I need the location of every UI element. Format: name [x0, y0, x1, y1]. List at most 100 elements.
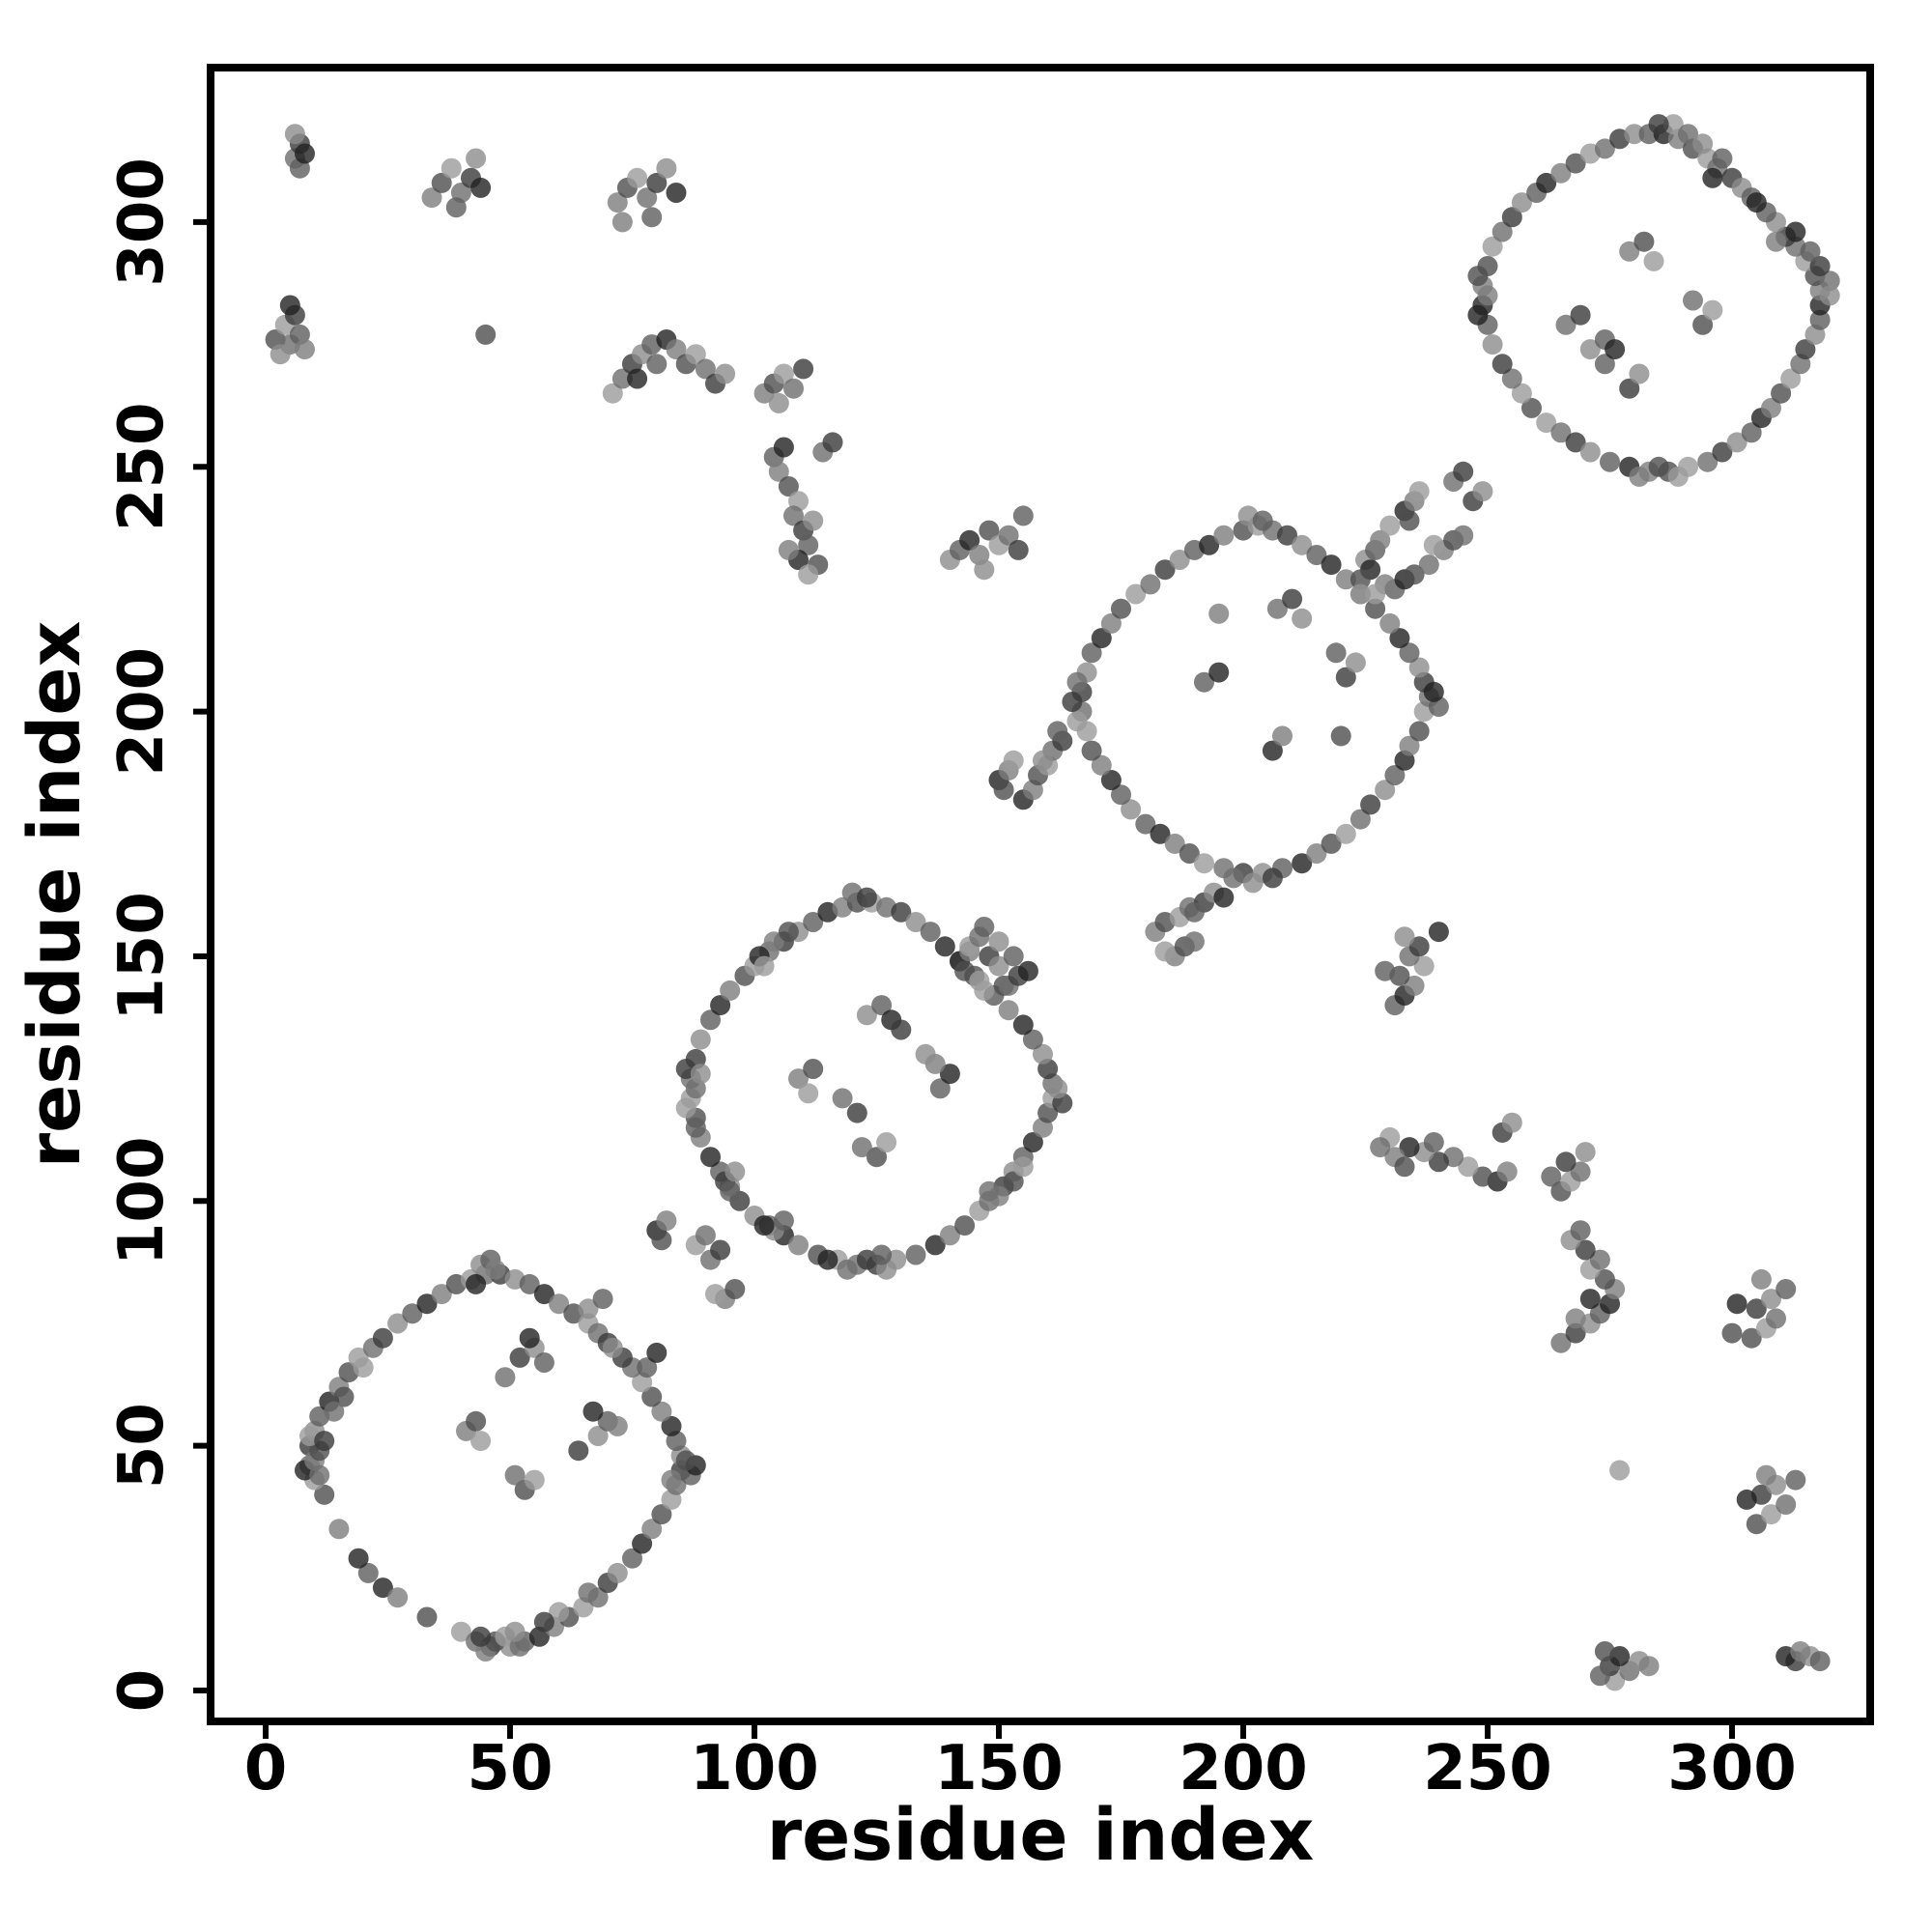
data-point — [641, 207, 663, 228]
data-point — [309, 1464, 330, 1486]
data-point — [1350, 583, 1371, 605]
data-point — [675, 1450, 696, 1471]
data-point — [822, 432, 843, 453]
data-point — [1350, 809, 1371, 830]
data-point — [314, 1431, 335, 1452]
data-point — [466, 148, 487, 169]
data-point — [793, 358, 814, 380]
data-point — [1428, 922, 1449, 943]
data-point — [1648, 456, 1669, 477]
data-point — [700, 1009, 721, 1031]
x-tick-label: 250 — [1423, 1733, 1552, 1804]
data-point — [1575, 1239, 1596, 1261]
data-point — [1408, 721, 1430, 742]
data-point — [622, 1548, 642, 1569]
data-point — [1379, 515, 1401, 536]
data-point — [724, 1279, 746, 1299]
data-point — [1702, 299, 1723, 321]
data-point — [1800, 241, 1821, 262]
x-tick-label: 0 — [244, 1733, 288, 1804]
data-point — [856, 887, 877, 908]
data-point — [768, 461, 789, 482]
data-point — [1140, 574, 1161, 595]
y-axis: 0 50 100 150 200 250 300 — [106, 157, 211, 1712]
data-point — [1033, 750, 1053, 771]
x-tick-label: 300 — [1667, 1733, 1797, 1804]
data-point — [1100, 770, 1122, 790]
data-point — [1600, 451, 1620, 472]
data-point — [979, 520, 1000, 541]
data-point — [753, 1215, 775, 1236]
y-tick-label: 0 — [106, 1669, 178, 1713]
y-axis-title: residue index — [14, 621, 97, 1169]
data-point — [675, 1097, 696, 1119]
data-point — [1776, 1279, 1797, 1299]
data-point — [1712, 148, 1733, 169]
data-point — [1492, 221, 1513, 242]
data-point — [1047, 721, 1068, 742]
data-point — [998, 1000, 1019, 1021]
data-point — [1360, 794, 1381, 815]
data-point — [1697, 451, 1719, 472]
x-tick-label: 50 — [467, 1733, 553, 1804]
data-point — [1164, 833, 1185, 854]
data-point — [416, 1606, 438, 1628]
data-point — [1017, 960, 1038, 981]
data-point — [924, 1235, 946, 1256]
x-tick-label: 150 — [934, 1733, 1064, 1804]
data-point — [1594, 138, 1615, 159]
data-point — [1746, 1298, 1767, 1320]
data-point — [651, 1504, 672, 1525]
data-point — [1272, 725, 1293, 747]
data-point — [954, 960, 976, 981]
data-point — [1111, 598, 1131, 619]
data-point — [284, 124, 305, 145]
data-point — [939, 1225, 960, 1246]
data-point — [1726, 432, 1747, 453]
data-point — [666, 339, 687, 360]
data-point — [803, 510, 824, 531]
data-point — [646, 354, 668, 375]
data-point — [1648, 114, 1669, 135]
data-point — [524, 1469, 545, 1491]
data-point — [1091, 628, 1112, 649]
data-point — [934, 936, 955, 957]
data-point — [295, 339, 315, 360]
data-point — [1629, 363, 1650, 384]
data-point — [1579, 1289, 1601, 1310]
data-point — [533, 1611, 554, 1633]
data-point — [1292, 534, 1313, 555]
data-point — [851, 1137, 872, 1158]
y-tick-label: 100 — [106, 1137, 178, 1266]
data-point — [690, 1064, 711, 1085]
data-point — [1199, 534, 1220, 555]
data-point — [1370, 529, 1391, 551]
data-point — [1012, 505, 1034, 526]
data-point — [1565, 1308, 1586, 1329]
data-point — [1306, 843, 1327, 864]
data-point — [700, 1147, 721, 1168]
data-point — [1541, 1166, 1562, 1187]
data-point — [1111, 784, 1131, 806]
data-point — [1375, 780, 1396, 801]
data-point — [778, 476, 799, 497]
data-point — [1408, 657, 1430, 678]
data-point — [1565, 432, 1586, 453]
data-point — [1746, 1514, 1767, 1535]
data-point — [720, 980, 741, 1001]
data-point — [832, 1088, 853, 1109]
data-point — [1761, 1504, 1781, 1525]
data-point — [387, 1587, 409, 1608]
data-point — [1266, 598, 1288, 619]
data-point — [715, 363, 736, 384]
data-point — [353, 1357, 374, 1378]
data-point — [1570, 1161, 1591, 1182]
data-point — [685, 1117, 706, 1138]
data-point — [788, 1068, 809, 1090]
data-point — [1408, 481, 1430, 502]
data-point — [1766, 231, 1786, 252]
data-point — [837, 1259, 858, 1280]
data-point — [578, 1298, 599, 1320]
x-tick-label: 100 — [690, 1733, 819, 1804]
